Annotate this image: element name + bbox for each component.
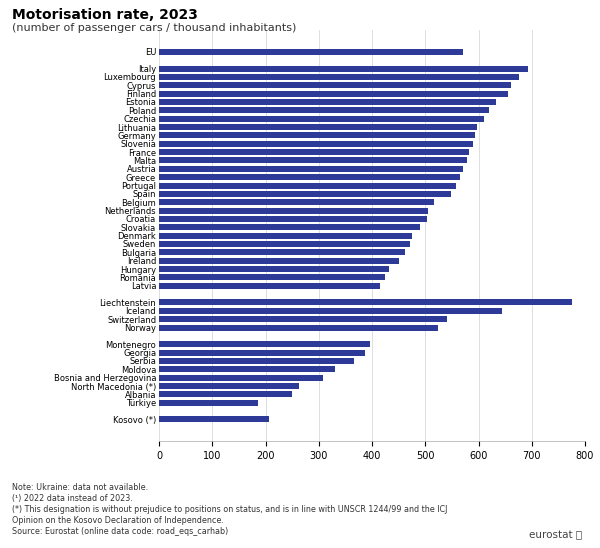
Bar (159, 66, 528, 72)
Bar (159, 199, 434, 206)
Bar (159, 90, 508, 96)
Bar (159, 391, 292, 397)
Bar (159, 99, 496, 105)
Bar (159, 216, 427, 222)
Bar (159, 166, 463, 172)
Bar (159, 107, 488, 113)
Bar (159, 116, 484, 122)
Bar (159, 157, 467, 163)
Text: (*) This designation is without prejudice to positions on status, and is in line: (*) This designation is without prejudic… (12, 505, 448, 514)
Bar (159, 324, 438, 330)
Bar (159, 316, 446, 322)
Bar (159, 49, 463, 55)
Bar (159, 133, 475, 139)
Text: Opinion on the Kosovo Declaration of Independence.: Opinion on the Kosovo Declaration of Ind… (12, 516, 224, 525)
Bar (159, 275, 385, 281)
Bar (159, 233, 412, 238)
Text: (¹) 2022 data instead of 2023.: (¹) 2022 data instead of 2023. (12, 494, 133, 503)
Bar (159, 149, 469, 155)
Bar (159, 74, 519, 80)
Bar (159, 241, 410, 247)
Bar (159, 299, 572, 305)
Bar (159, 82, 511, 88)
Bar (159, 366, 335, 372)
Bar (159, 182, 456, 189)
Bar (159, 249, 405, 255)
Text: (number of passenger cars / thousand inhabitants): (number of passenger cars / thousand inh… (12, 23, 296, 33)
Bar (159, 258, 399, 264)
Bar (159, 191, 451, 197)
Bar (159, 224, 421, 230)
Bar (159, 174, 460, 180)
Bar (159, 266, 389, 272)
Bar (159, 350, 365, 356)
Bar (159, 358, 354, 364)
Bar (159, 283, 380, 289)
Text: eurostat ⬛: eurostat ⬛ (529, 530, 582, 540)
Bar (159, 416, 269, 423)
Bar (159, 124, 478, 130)
Bar (159, 141, 473, 147)
Bar (159, 341, 370, 347)
Bar (159, 308, 502, 314)
Text: Note: Ukraine: data not available.: Note: Ukraine: data not available. (12, 483, 148, 492)
Bar (159, 399, 257, 406)
Bar (159, 383, 299, 389)
Bar (159, 208, 428, 214)
Text: Source: Eurostat (online data code: road_eqs_carhab): Source: Eurostat (online data code: road… (12, 527, 228, 536)
Bar (159, 375, 323, 381)
Text: Motorisation rate, 2023: Motorisation rate, 2023 (12, 8, 198, 22)
